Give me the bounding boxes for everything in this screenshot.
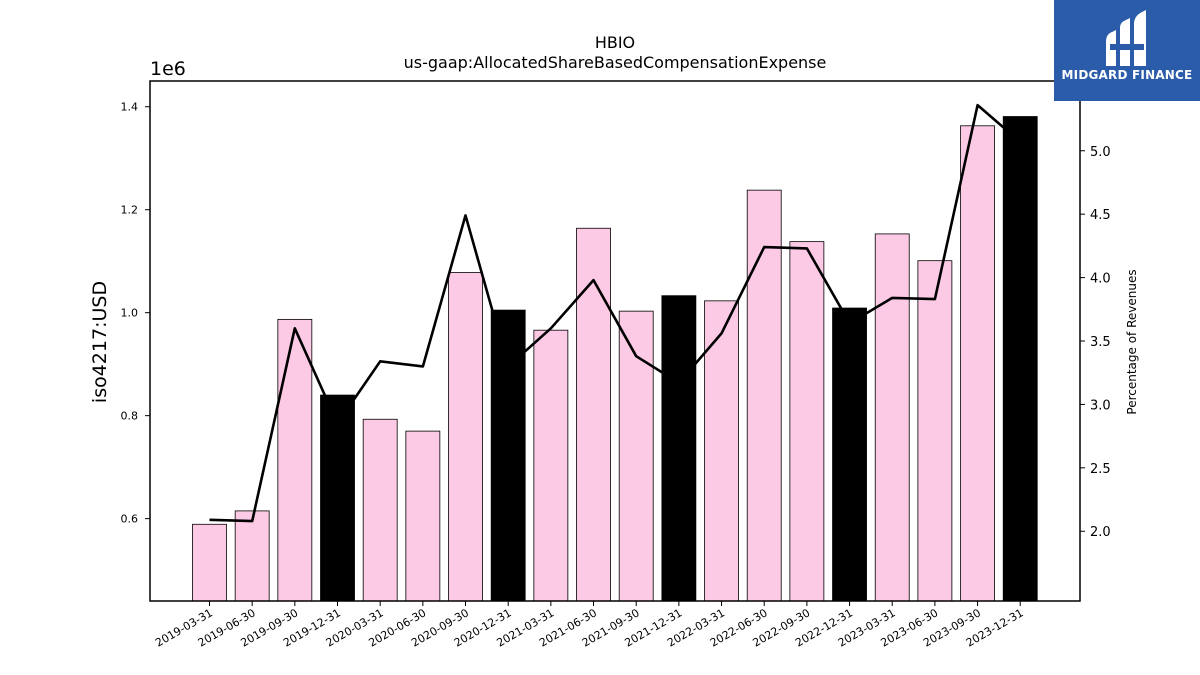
revenue-percentage-line (209, 103, 1022, 523)
bar-2023-09-30 (960, 125, 995, 602)
bar-2020-12-31 (490, 309, 526, 602)
bar-2020-09-30 (448, 272, 483, 602)
bar-2019-12-31 (320, 394, 355, 602)
y-tick-label: 1.2 (121, 204, 139, 217)
bar-2022-03-31 (704, 300, 739, 602)
revenue-percentage-line-group (209, 103, 1022, 523)
bar-2020-03-31 (362, 418, 398, 602)
y-tick-label: 0.8 (121, 410, 139, 423)
y-tick-label: 1.4 (121, 101, 139, 114)
bar-2021-12-31 (661, 295, 697, 602)
y-tick-label: 0.6 (121, 513, 139, 526)
bar-2019-03-31 (192, 523, 227, 602)
y2-tick-label: 3.0 (1090, 398, 1111, 413)
y2-tick-label: 5.0 (1090, 145, 1111, 160)
bar-2021-03-31 (533, 329, 569, 602)
y2-axis-ticks: 2.0 2.5 3.0 3.5 4.0 4.5 5.0 (1080, 145, 1111, 540)
bar-2022-06-30 (746, 189, 782, 602)
bar-2021-06-30 (576, 227, 611, 602)
logo-mark-icon (1106, 10, 1146, 66)
chart-title: HBIO (595, 33, 635, 52)
y-axis-offset-label: 1e6 (150, 58, 186, 80)
bar-2019-09-30 (277, 318, 313, 602)
bar-2022-09-30 (789, 241, 825, 602)
bars-group (192, 116, 1038, 602)
y-axis-label: iso4217:USD (89, 281, 111, 403)
x-axis-ticks: 2019-03-312019-06-302019-09-302019-12-31… (153, 601, 1026, 650)
y2-tick-label: 2.5 (1090, 462, 1111, 477)
y-axis-ticks: 0.6 0.8 1.0 1.2 1.4 (121, 101, 150, 526)
bar-2021-09-30 (618, 310, 654, 602)
y2-tick-label: 3.5 (1090, 335, 1111, 350)
y2-tick-label: 4.0 (1090, 272, 1111, 287)
bar-2022-12-31 (832, 307, 867, 602)
bar-2020-06-30 (405, 430, 441, 602)
y2-tick-label: 4.5 (1090, 208, 1111, 223)
y2-tick-label: 2.0 (1090, 525, 1111, 540)
chart-subtitle: us-gaap:AllocatedShareBasedCompensationE… (404, 53, 827, 72)
bar-2023-12-31 (1002, 116, 1038, 602)
y2-axis-label: Percentage of Revenues (1125, 269, 1139, 414)
bar-2019-06-30 (234, 510, 270, 602)
bar-2023-03-31 (874, 233, 910, 602)
logo-text: MIDGARD FINANCE (1061, 68, 1193, 82)
y-tick-label: 1.0 (121, 307, 139, 320)
midgard-finance-logo: MIDGARD FINANCE (1054, 0, 1200, 101)
bar-2023-06-30 (917, 260, 953, 602)
